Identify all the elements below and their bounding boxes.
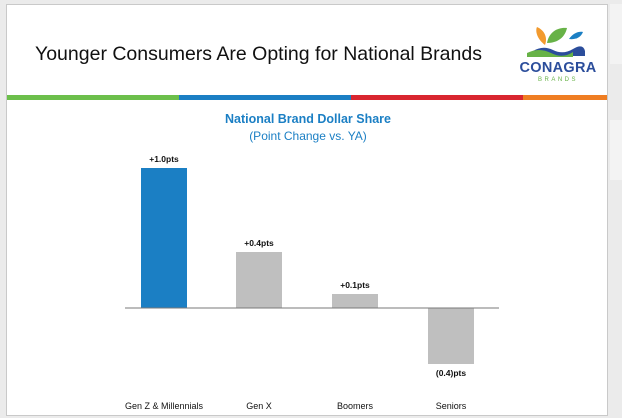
slide-title: Younger Consumers Are Opting for Nationa… (35, 43, 482, 65)
stripe-segment (265, 95, 351, 100)
category-label: Gen Z & Millennials (125, 401, 204, 411)
stripe-segment (351, 95, 437, 100)
bar (141, 168, 187, 308)
data-label: (0.4)pts (436, 368, 467, 378)
slide: Younger Consumers Are Opting for Nationa… (6, 4, 608, 416)
logo-wordmark: CONAGRA (519, 60, 597, 76)
stripe-segment (179, 95, 265, 100)
bar-chart: +1.0pts Gen Z & Millennials +0.4pts Gen X +0… (125, 154, 499, 411)
conagra-logo: CONAGRA BRANDS (515, 25, 605, 89)
side-panel (610, 4, 622, 64)
stripe-segment (93, 95, 179, 100)
stripe-segment (7, 95, 93, 100)
color-stripe (7, 95, 607, 100)
leaf-icon (527, 27, 585, 57)
bar (332, 294, 378, 308)
category-label: Gen X (246, 401, 272, 411)
bar (428, 308, 474, 364)
chart-subtitle: (Point Change vs. YA) (249, 129, 367, 143)
logo-subtext: BRANDS (537, 77, 578, 83)
bar (236, 252, 282, 308)
side-panel (610, 120, 622, 180)
data-label: +1.0pts (149, 154, 179, 164)
category-label: Seniors (436, 401, 467, 411)
data-label: +0.1pts (340, 280, 370, 290)
data-label: +0.4pts (244, 238, 274, 248)
category-label: Boomers (337, 401, 374, 411)
stripe-segment (437, 95, 523, 100)
stripe-segment (523, 95, 607, 100)
chart-title: National Brand Dollar Share (224, 112, 391, 126)
